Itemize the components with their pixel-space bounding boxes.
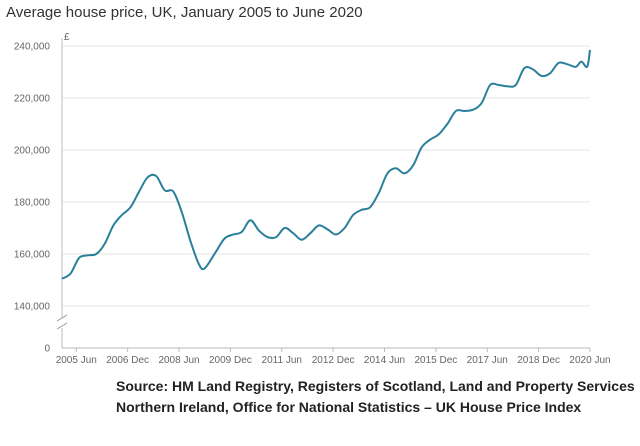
- y-tick-label: 200,000: [14, 146, 51, 157]
- y-zero-label: 0: [44, 344, 50, 355]
- x-tick-label: 2012 Dec: [312, 355, 355, 366]
- x-tick-label: 2006 Dec: [106, 355, 149, 366]
- x-tick-label: 2005 Jun: [56, 355, 97, 366]
- y-tick-label: 140,000: [14, 302, 51, 313]
- x-tick-label: 2017 Jun: [467, 355, 508, 366]
- y-tick-label: 240,000: [14, 42, 51, 53]
- x-tick-label: 2015 Dec: [414, 355, 457, 366]
- y-axis-unit: £: [64, 32, 70, 43]
- x-tick-label: 2018 Dec: [517, 355, 560, 366]
- chart-title: Average house price, UK, January 2005 to…: [6, 4, 363, 21]
- x-axis: 2005 Jun 2006 Dec 2008 Jun 2009 Dec 2011 Jun…: [56, 348, 611, 366]
- y-tick-label: 220,000: [14, 94, 51, 105]
- x-tick-label: 2008 Jun: [158, 355, 199, 366]
- y-tick-label: 160,000: [14, 250, 51, 261]
- y-tick-label: 180,000: [14, 198, 51, 209]
- x-tick-label: 2011 Jun: [262, 355, 302, 366]
- series-lines: [61, 49, 591, 280]
- y-axis: 240,000 220,000 200,000 180,000 160,000 140,0…: [14, 32, 70, 355]
- x-tick-label: 2014 Jun: [364, 355, 405, 366]
- series-line-house-price: [61, 49, 591, 280]
- line-chart: 240,000 220,000 200,000 180,000 160,000 140,0…: [14, 32, 611, 366]
- x-tick-label: 2009 Dec: [209, 355, 252, 366]
- gridlines: [62, 45, 590, 349]
- x-tick-label: 2020 Jun: [569, 355, 610, 366]
- axis-break-icon: [56, 314, 68, 330]
- source-note: Source: HM Land Registry, Registers of S…: [116, 378, 635, 415]
